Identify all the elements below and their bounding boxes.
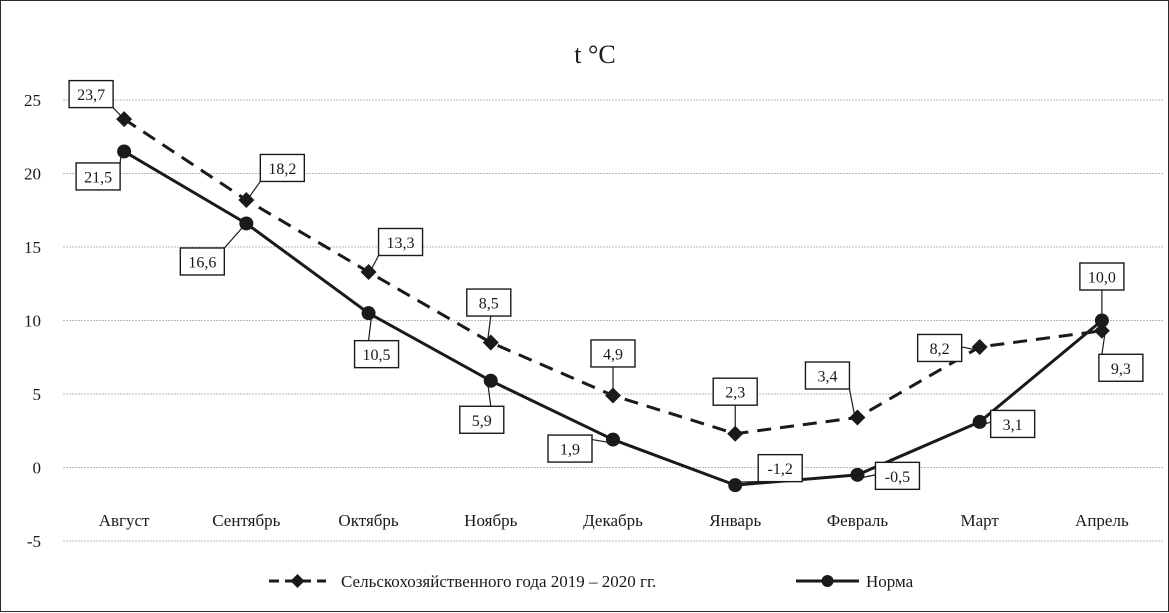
legend: Сельскохозяйственного года 2019 – 2020 г…	[269, 572, 914, 591]
y-tick-label: 5	[33, 385, 42, 404]
legend-marker	[290, 574, 305, 588]
series-point	[606, 432, 620, 447]
series-point	[1094, 313, 1109, 328]
series-point	[728, 478, 743, 493]
data-label: -0,5	[860, 461, 921, 491]
series-point	[850, 467, 865, 482]
series-point	[238, 191, 255, 208]
x-axis-categories: Август Сентябрь Октябрь Ноябрь Декабрь Январь…	[99, 511, 1129, 530]
x-category-label: Март	[960, 511, 999, 530]
data-label: 10,0	[1079, 262, 1125, 318]
legend-entry: Норма	[796, 572, 914, 591]
series-point	[605, 387, 621, 404]
y-axis-ticks: 25 20 15 10 5 0 -5	[24, 91, 41, 551]
svg-text:3,1: 3,1	[1003, 417, 1023, 434]
chart-title: t °C	[574, 40, 615, 69]
data-label: 4,9	[590, 339, 636, 393]
svg-text:13,3: 13,3	[387, 235, 415, 252]
y-tick-label: 0	[33, 459, 42, 478]
data-label: 10,5	[353, 316, 400, 369]
svg-text:8,5: 8,5	[479, 296, 499, 313]
x-category-label: Декабрь	[583, 511, 643, 530]
series-point	[360, 263, 377, 280]
y-tick-label: 10	[24, 312, 41, 331]
x-category-label: Ноябрь	[464, 511, 517, 530]
svg-text:10,5: 10,5	[363, 347, 391, 364]
x-category-label: Февраль	[827, 511, 889, 530]
data-labels: 23,7 18,2 13,3 8,5 4,9 2,3 3,4 8,2 9,3 21,5 16,6 10…	[68, 79, 1144, 491]
data-label: 8,5	[466, 288, 512, 340]
svg-text:9,3: 9,3	[1111, 361, 1131, 378]
data-label: 9,3	[1098, 333, 1144, 382]
svg-text:10,0: 10,0	[1088, 270, 1116, 287]
x-category-label: Октябрь	[338, 511, 398, 530]
svg-text:5,9: 5,9	[472, 413, 492, 430]
series-point	[971, 338, 988, 355]
data-label: -1,2	[738, 453, 803, 483]
legend-label: Сельскохозяйственного года 2019 – 2020 г…	[341, 572, 656, 591]
x-category-label: Август	[99, 511, 150, 530]
y-tick-label: 15	[24, 238, 41, 257]
x-category-label: Сентябрь	[212, 511, 280, 530]
svg-text:8,2: 8,2	[930, 341, 950, 358]
series-point	[1093, 322, 1110, 339]
x-category-label: Апрель	[1075, 511, 1129, 530]
svg-text:3,4: 3,4	[817, 369, 837, 386]
x-category-label: Январь	[709, 511, 761, 530]
data-label: 3,4	[804, 361, 856, 415]
y-tick-label: 20	[24, 165, 41, 184]
y-tick-label: -5	[27, 532, 41, 551]
gridlines	[63, 99, 1163, 542]
data-label: 1,9	[547, 434, 611, 463]
series-point	[361, 306, 376, 321]
y-tick-label: 25	[24, 91, 41, 110]
data-label: 18,2	[248, 153, 306, 198]
legend-marker	[821, 575, 834, 587]
svg-text:-1,2: -1,2	[768, 461, 793, 478]
svg-text:23,7: 23,7	[77, 87, 105, 104]
series-point	[972, 414, 987, 429]
legend-entry: Сельскохозяйственного года 2019 – 2020 г…	[269, 572, 656, 591]
legend-label: Норма	[866, 572, 914, 591]
series-point	[483, 373, 498, 388]
data-label: 13,3	[371, 227, 424, 270]
data-label: 23,7	[68, 79, 122, 117]
data-label: 3,1	[982, 409, 1036, 439]
series-point	[727, 425, 744, 442]
svg-text:16,6: 16,6	[188, 254, 216, 271]
series-point	[117, 144, 132, 159]
series-point	[482, 334, 499, 351]
svg-text:1,9: 1,9	[560, 442, 580, 459]
data-label: 5,9	[459, 383, 505, 434]
svg-text:18,2: 18,2	[268, 161, 296, 178]
svg-text:21,5: 21,5	[84, 169, 112, 186]
svg-text:4,9: 4,9	[603, 346, 623, 363]
data-label: 8,2	[916, 333, 977, 363]
data-label: 16,6	[179, 226, 244, 276]
svg-text:-0,5: -0,5	[885, 469, 910, 486]
data-label: 21,5	[75, 154, 122, 191]
data-label: 2,3	[712, 377, 758, 431]
series-lines	[116, 111, 1110, 493]
svg-text:2,3: 2,3	[725, 385, 745, 402]
series-point	[849, 409, 866, 426]
